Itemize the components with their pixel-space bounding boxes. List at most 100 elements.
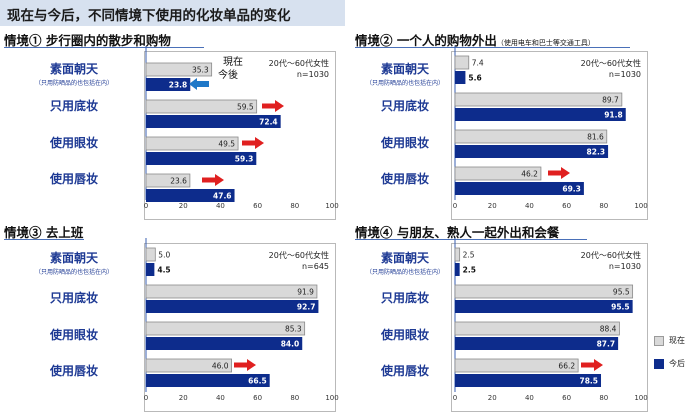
data-label-current: 23.6 (170, 177, 187, 186)
category-label-0: 素面朝天 （只用防晒品的也包括在内） (34, 62, 113, 87)
category-label-1: 只用底妆 (49, 99, 98, 113)
x-tick-label: 20 (488, 202, 497, 210)
bar-current (454, 321, 620, 336)
data-label-current: 89.7 (602, 96, 619, 105)
x-tick-label: 100 (634, 394, 647, 402)
category-label-3: 使用唇妆 (380, 364, 429, 378)
data-label-current: 66.2 (558, 362, 575, 371)
x-tick-label: 60 (253, 202, 262, 210)
bar-current (145, 173, 191, 188)
x-tick-label: 0 (144, 394, 148, 402)
data-label-current: 46.2 (521, 170, 538, 179)
x-tick-label: 80 (290, 202, 299, 210)
arrow-right-icon (581, 359, 603, 371)
data-label-current: 2.5 (463, 251, 475, 260)
arrow-left-icon (189, 78, 209, 90)
bar-future (455, 108, 626, 121)
page-title: 现在与今后，不同情境下使用的化妆单品的变化 (7, 8, 291, 24)
bar-future (146, 152, 257, 165)
x-tick-label: 20 (179, 202, 188, 210)
panel-title: 情境① 步行圈内的散步和购物 (4, 33, 171, 48)
data-label-future: 91.8 (604, 111, 623, 120)
bar-future (455, 145, 609, 158)
x-tick-label: 100 (325, 202, 338, 210)
data-label-future: 95.5 (611, 303, 630, 312)
data-label-current: 7.4 (472, 59, 484, 68)
data-label-current: 91.9 (297, 288, 314, 297)
data-label-future: 23.8 (169, 81, 188, 90)
title-underline (4, 47, 204, 48)
title-underline (355, 47, 630, 48)
data-label-future: 84.0 (281, 340, 300, 349)
title-underline (4, 239, 84, 240)
category-label-3: 使用唇妆 (49, 172, 98, 186)
x-tick-label: 20 (179, 394, 188, 402)
data-label-current: 88.4 (600, 325, 617, 334)
arrow-right-icon (242, 137, 264, 149)
data-label-current: 59.5 (237, 103, 254, 112)
bar-future (455, 182, 584, 195)
bar-current (454, 284, 634, 299)
data-label-future: 47.6 (213, 192, 232, 201)
bar-current (145, 99, 258, 114)
sample-info: 20代～60代女性 n=1030 (268, 59, 329, 79)
bar-current (454, 166, 542, 181)
bar-current (145, 284, 318, 299)
data-label-future: 66.5 (248, 377, 267, 386)
bar-current (145, 62, 213, 77)
bar-current (454, 92, 623, 107)
data-label-current: 95.5 (613, 288, 630, 297)
annotation-future: 今後 (218, 70, 238, 81)
legend-swatch-future (654, 359, 664, 369)
bar-future (455, 71, 466, 84)
category-label-2: 使用眼妆 (49, 328, 98, 342)
bar-future (146, 300, 319, 313)
x-tick-label: 100 (634, 202, 647, 210)
x-tick-label: 20 (488, 394, 497, 402)
data-label-current: 49.5 (218, 140, 235, 149)
data-label-future: 92.7 (297, 303, 316, 312)
bar-plot: 0 20 40 60 80 100 2.5 2.5 95.5 95.5 88.4 87.7 66.2 78… (453, 238, 648, 402)
category-label-0: 素面朝天 （只用防晒品的也包括在内） (365, 62, 444, 87)
x-tick-label: 40 (216, 202, 225, 210)
panel-title: 情境③ 去上班 (4, 225, 84, 240)
bar-future (455, 337, 619, 350)
bar-current (145, 247, 156, 262)
panel-title: 情境② 一个人的购物外出（使用电车和巴士等交通工具） (355, 33, 595, 48)
category-label-1: 只用底妆 (49, 291, 98, 305)
data-label-future: 5.6 (468, 74, 481, 83)
data-label-current: 5.0 (158, 251, 170, 260)
sample-info: 20代～60代女性 n=1030 (580, 251, 641, 271)
legend-swatch-current (654, 336, 664, 346)
bar-plot: 0 20 40 60 80 100 35.3 23.8 59.5 72.4 49.559.3 23.6… (144, 46, 339, 210)
category-label-1: 只用底妆 (380, 99, 429, 113)
bar-current (145, 136, 239, 151)
chart-panel-1: 情境① 步行圈内的散步和购物 20代～60代女性 n=1030 素面朝天 （只用… (4, 30, 349, 220)
data-label-current: 85.3 (285, 325, 302, 334)
bar-plot: 0 20 40 60 80 100 5.0 4.5 91.9 92.7 85.3 84.0 46.0 66… (144, 238, 339, 402)
data-label-current: 35.3 (192, 66, 209, 75)
sample-info: 20代～60代女性 n=1030 (580, 59, 641, 79)
data-label-future: 59.3 (235, 155, 254, 164)
arrow-right-icon (234, 359, 256, 371)
bar-future (146, 78, 191, 91)
sample-info: 20代～60代女性 n=645 (268, 251, 329, 271)
bar-future (146, 189, 235, 202)
x-tick-label: 0 (453, 394, 457, 402)
data-label-future: 78.5 (579, 377, 598, 386)
x-tick-label: 0 (453, 202, 457, 210)
x-tick-label: 40 (216, 394, 225, 402)
x-tick-label: 80 (599, 202, 608, 210)
category-label-0: 素面朝天 （只用防晒品的也包括在内） (34, 251, 113, 276)
legend-label-future: 今后 (669, 359, 685, 368)
x-tick-label: 60 (562, 394, 571, 402)
bar-current (454, 55, 470, 70)
x-tick-label: 100 (325, 394, 338, 402)
category-label-1: 只用底妆 (380, 291, 429, 305)
bar-future (455, 263, 460, 276)
arrow-right-icon (202, 174, 224, 186)
arrow-right-icon (262, 100, 284, 112)
category-label-2: 使用眼妆 (380, 136, 429, 150)
bar-future (146, 374, 270, 387)
bar-future (146, 337, 303, 350)
